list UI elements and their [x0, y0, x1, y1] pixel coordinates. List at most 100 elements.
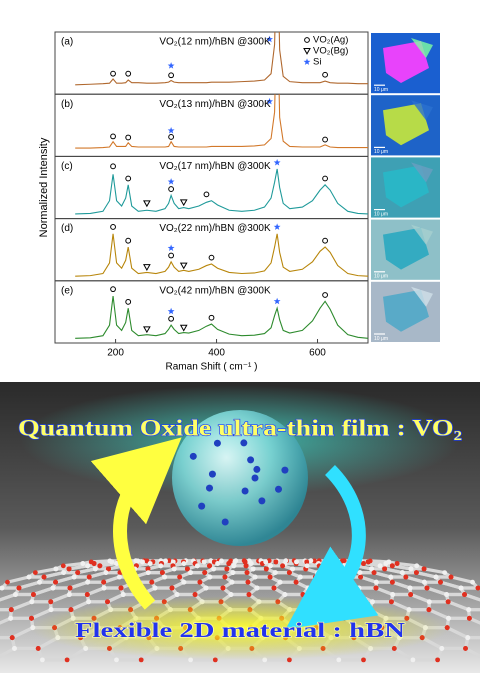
- atom: [145, 566, 151, 572]
- atom: [228, 592, 234, 597]
- peak-marker: [110, 163, 116, 170]
- atom: [439, 646, 445, 651]
- atom: [219, 558, 224, 564]
- atom: [465, 635, 471, 641]
- legend-symbol: [303, 48, 311, 55]
- atom: [16, 585, 22, 591]
- atom: [462, 592, 467, 597]
- atom: [458, 585, 464, 591]
- spectrum-line: [75, 295, 368, 339]
- atom: [84, 592, 90, 597]
- x-axis-label: Raman Shift ( cm⁻¹ ): [166, 362, 258, 373]
- atom: [426, 607, 432, 613]
- atom: [254, 585, 260, 591]
- atom: [220, 585, 226, 591]
- peak-marker: [273, 223, 281, 230]
- scale-bar-label: 10 μm: [374, 336, 388, 342]
- atom: [32, 570, 38, 576]
- illustration-title: Quantum Oxide ultra-thin film : VO₂: [18, 415, 462, 440]
- atom: [448, 574, 454, 580]
- atom: [226, 561, 232, 566]
- atom: [117, 574, 122, 580]
- atom: [48, 599, 54, 605]
- peak-marker: [179, 262, 188, 270]
- atom: [66, 566, 72, 572]
- atom: [371, 570, 377, 576]
- atom: [250, 566, 256, 572]
- atom: [463, 646, 468, 651]
- atom: [273, 559, 279, 565]
- atom: [8, 607, 14, 613]
- atom: [414, 570, 419, 576]
- atom: [341, 558, 347, 564]
- atom: [29, 615, 34, 621]
- atom: [316, 563, 322, 569]
- panel-annotation: VO₂(17 nm)/hBN @300K: [159, 161, 271, 172]
- atom: [373, 585, 379, 591]
- atom: [85, 563, 91, 569]
- atom: [294, 559, 299, 565]
- atom: [245, 579, 251, 585]
- panel-label: (d): [61, 223, 73, 234]
- panel-annotation: VO₂(13 nm)/hBN @300K: [159, 99, 271, 110]
- atom: [106, 566, 111, 572]
- atom: [174, 592, 180, 597]
- atom: [147, 561, 153, 566]
- flake: [411, 38, 433, 58]
- panel-label: (a): [61, 37, 73, 48]
- scale-bar-label: 10 μm: [374, 149, 388, 155]
- atom: [304, 563, 310, 569]
- atom: [221, 518, 229, 526]
- atom: [293, 579, 299, 585]
- peak-marker: [168, 72, 175, 79]
- atom: [426, 599, 432, 605]
- chart: (a) VO₂(12 nm)/hBN @300K 10 μm (b) VO₂(13 nm…: [38, 31, 440, 373]
- atom: [258, 497, 266, 505]
- atom: [181, 579, 187, 585]
- atom: [356, 585, 362, 591]
- atom: [466, 615, 472, 621]
- atom: [424, 585, 430, 591]
- vo2-atoms: [189, 439, 289, 526]
- atom: [243, 563, 249, 569]
- atom: [145, 570, 151, 576]
- atom: [263, 559, 269, 565]
- peak-marker: [143, 264, 151, 271]
- atom: [48, 607, 54, 613]
- atom: [358, 574, 363, 580]
- atom: [149, 579, 155, 585]
- atom: [305, 585, 311, 591]
- atom: [388, 574, 394, 580]
- atom: [251, 474, 259, 482]
- panel-label: (c): [61, 161, 73, 172]
- atom: [8, 615, 14, 621]
- atom: [118, 585, 124, 591]
- atom: [103, 570, 109, 576]
- atom: [64, 657, 70, 663]
- arrow: [90, 437, 182, 610]
- atom: [39, 657, 45, 663]
- atom: [194, 563, 200, 569]
- atom: [399, 570, 405, 576]
- atom: [135, 558, 141, 564]
- atom: [67, 585, 73, 591]
- peak-marker: [125, 70, 132, 77]
- peak-marker: [167, 178, 175, 185]
- atom: [290, 566, 295, 572]
- atom: [101, 579, 107, 585]
- atom: [12, 646, 17, 651]
- illustration: Quantum Oxide ultra-thin film : VO₂ Flex…: [0, 382, 480, 673]
- atom: [29, 599, 35, 605]
- atom: [329, 570, 335, 576]
- atom: [198, 502, 206, 510]
- arrow: [285, 465, 379, 630]
- atom: [50, 585, 56, 591]
- atom: [407, 585, 413, 591]
- atom: [240, 439, 248, 447]
- atom: [181, 561, 187, 566]
- atom: [80, 561, 86, 566]
- atom: [282, 592, 288, 597]
- atom: [166, 558, 172, 564]
- peak-marker: [167, 62, 175, 69]
